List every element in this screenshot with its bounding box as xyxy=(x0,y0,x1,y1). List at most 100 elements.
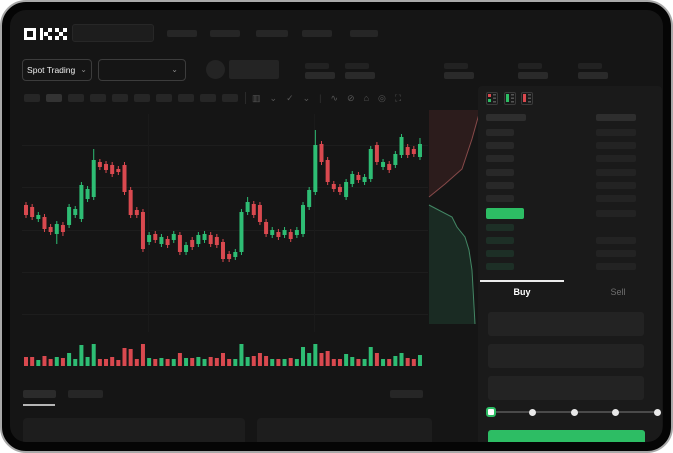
timeframe-button[interactable] xyxy=(112,94,128,102)
bottom-tab-placeholder[interactable] xyxy=(68,390,103,398)
book-combined-icon[interactable] xyxy=(486,92,498,105)
stat-label-placeholder xyxy=(305,63,329,69)
tab-buy[interactable]: Buy xyxy=(513,287,531,297)
price-input[interactable] xyxy=(488,312,644,336)
tab-sell[interactable]: Sell xyxy=(610,287,626,297)
bid-size-placeholder[interactable] xyxy=(596,250,636,257)
stat-value-placeholder xyxy=(444,72,474,79)
chevron-down-icon[interactable]: ⌄ xyxy=(269,92,278,103)
pair-search-placeholder[interactable] xyxy=(72,24,154,42)
coin-avatar xyxy=(206,60,225,79)
app-screen: Spot Trading ⌄ ⌄ xyxy=(10,10,663,442)
right-panel: Buy Sell xyxy=(478,86,662,442)
camera-icon[interactable]: ⌂ xyxy=(363,93,370,103)
book-buy-icon[interactable] xyxy=(504,92,516,105)
bid-size-placeholder[interactable] xyxy=(596,263,636,270)
nav-item-placeholder-4[interactable] xyxy=(302,30,332,37)
timeframe-button[interactable] xyxy=(90,94,106,102)
candlestick-chart xyxy=(24,130,422,262)
nav-item-placeholder-2[interactable] xyxy=(210,30,240,37)
ask-size-placeholder[interactable] xyxy=(596,155,636,163)
total-input[interactable] xyxy=(488,376,644,400)
stat-value-placeholder xyxy=(305,72,335,79)
stat-value-placeholder xyxy=(345,72,375,79)
ask-price-placeholder[interactable] xyxy=(486,168,514,176)
divider: | xyxy=(319,93,322,103)
okx-logo-icon xyxy=(24,28,67,40)
pair-dropdown[interactable]: ⌄ xyxy=(98,59,186,81)
chevron-down-icon: ⌄ xyxy=(171,65,178,74)
bottom-tab-active-placeholder[interactable] xyxy=(23,390,56,398)
amount-input[interactable] xyxy=(488,344,644,368)
last-price-highlight[interactable] xyxy=(486,208,524,219)
okx-logo[interactable] xyxy=(24,27,68,41)
timeframe-button[interactable] xyxy=(222,94,238,102)
stat-label-placeholder xyxy=(518,63,542,69)
bid-size-placeholder[interactable] xyxy=(596,237,636,244)
chart-tool-icons: ▥ ⌄ ✓ ⌄ | ∿ ⊘ ⌂ ◎ ⛶ xyxy=(252,92,401,104)
fullscreen-icon[interactable]: ⛶ xyxy=(394,92,402,103)
indicators-icon[interactable]: ∿ xyxy=(330,92,339,103)
settings-gear-icon[interactable]: ◎ xyxy=(378,92,386,103)
chevron-down-icon: ⌄ xyxy=(80,65,87,74)
stat-label-placeholder xyxy=(444,63,468,69)
ask-size-placeholder[interactable] xyxy=(596,181,636,189)
gridline xyxy=(22,230,428,231)
compare-icon[interactable]: ⊘ xyxy=(347,92,355,103)
nav-item-placeholder-3[interactable] xyxy=(256,30,288,37)
line-tool-icon[interactable]: ✓ xyxy=(286,92,294,103)
gridline xyxy=(22,272,428,273)
bid-price-placeholder[interactable] xyxy=(486,250,514,257)
timeframe-button[interactable] xyxy=(134,94,150,102)
timeframe-button-active[interactable] xyxy=(46,94,62,102)
slider-stop-75[interactable] xyxy=(612,408,619,416)
candle-style-icon[interactable]: ▥ xyxy=(252,92,261,103)
ask-size-placeholder[interactable] xyxy=(596,168,636,176)
volume-chart xyxy=(24,344,422,366)
timeframe-button[interactable] xyxy=(178,94,194,102)
market-type-label: Spot Trading xyxy=(27,65,76,75)
ob-header-price-placeholder xyxy=(486,114,526,121)
slider-stop-50[interactable] xyxy=(570,408,578,416)
nav-item-placeholder-5[interactable] xyxy=(350,30,378,37)
ask-size-placeholder[interactable] xyxy=(596,210,636,217)
timeframe-button[interactable] xyxy=(200,94,216,102)
market-type-selector[interactable]: Spot Trading ⌄ xyxy=(22,59,92,81)
depth-chart xyxy=(428,110,480,325)
bottom-tab-underline xyxy=(23,404,55,406)
gridline xyxy=(22,314,428,315)
ob-header-size-placeholder xyxy=(596,114,636,121)
chevron-down-icon-2[interactable]: ⌄ xyxy=(302,92,311,103)
nav-item-placeholder-1[interactable] xyxy=(167,30,197,37)
ask-price-placeholder[interactable] xyxy=(486,181,514,189)
bottom-right-link-placeholder[interactable] xyxy=(390,390,423,398)
ask-price-placeholder[interactable] xyxy=(486,155,514,163)
buy-submit-button[interactable] xyxy=(488,430,645,442)
ask-size-placeholder[interactable] xyxy=(596,195,636,202)
last-price-placeholder xyxy=(229,60,279,79)
toolbar-divider xyxy=(245,92,246,104)
gridline-vertical xyxy=(314,114,315,332)
slider-stop-25[interactable] xyxy=(529,408,536,416)
bid-price-placeholder[interactable] xyxy=(486,237,514,244)
timeframe-button[interactable] xyxy=(156,94,172,102)
gridline xyxy=(22,187,428,188)
stat-label-placeholder xyxy=(578,63,602,69)
timeframe-button[interactable] xyxy=(68,94,84,102)
stat-value-placeholder xyxy=(518,72,548,79)
amount-slider[interactable] xyxy=(478,404,662,420)
slider-stop-100[interactable] xyxy=(653,408,661,416)
ask-price-placeholder[interactable] xyxy=(486,142,514,150)
bid-price-placeholder[interactable] xyxy=(486,263,514,270)
ask-price-placeholder[interactable] xyxy=(486,129,514,136)
ask-size-placeholder[interactable] xyxy=(596,129,636,136)
ask-size-placeholder[interactable] xyxy=(596,142,636,150)
book-sell-icon[interactable] xyxy=(521,92,533,105)
ask-price-placeholder[interactable] xyxy=(486,195,514,202)
bid-price-placeholder[interactable] xyxy=(486,224,514,231)
timeframe-button[interactable] xyxy=(24,94,40,102)
active-tab-indicator xyxy=(480,280,564,282)
orders-table-placeholder xyxy=(23,418,245,442)
slider-stop-0[interactable] xyxy=(486,407,496,417)
